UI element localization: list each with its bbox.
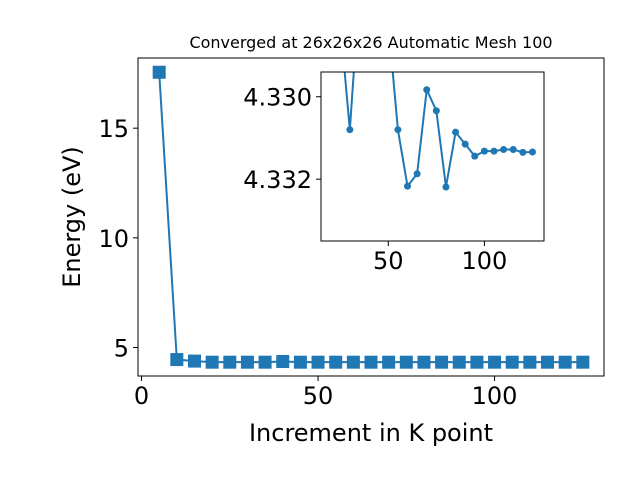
main-x-tick-label: 0 — [134, 382, 149, 410]
main-data-point — [470, 355, 484, 369]
inset-background — [321, 72, 544, 241]
main-data-point — [382, 355, 396, 369]
main-data-point — [276, 355, 290, 369]
main-data-point — [329, 355, 343, 369]
main-data-point — [152, 65, 166, 79]
main-chart: Converged at 26x26x26 Automatic Mesh 100… — [58, 33, 605, 447]
inset-data-point — [461, 140, 469, 148]
main-y-tick-label: 10 — [98, 225, 129, 253]
main-x-ticks: 0 50 100 — [134, 376, 518, 410]
main-data-point — [435, 355, 449, 369]
main-data-point — [399, 355, 413, 369]
main-data-point — [364, 355, 378, 369]
inset-plot-frame — [320, 71, 545, 242]
main-plot-area — [152, 65, 590, 369]
inset-data-point — [528, 148, 536, 156]
main-data-point — [240, 355, 254, 369]
inset-series — [343, 72, 536, 191]
y-axis-label: Energy (eV) — [58, 146, 86, 288]
main-data-point — [576, 355, 590, 369]
main-data-point — [488, 355, 502, 369]
inset-y-ticks: 4.330 4.332 — [243, 84, 321, 194]
main-data-point — [293, 355, 307, 369]
main-series — [152, 65, 590, 369]
inset-data-point — [413, 170, 421, 178]
inset-data-point — [500, 145, 508, 153]
main-data-point — [258, 355, 272, 369]
main-data-point — [523, 355, 537, 369]
inset-data-point — [452, 128, 460, 136]
inset-data-point — [480, 147, 488, 155]
inset-data-point — [346, 126, 354, 134]
inset-data-point — [432, 107, 440, 115]
inset-data-point — [394, 126, 402, 134]
inset-data-point — [442, 183, 450, 191]
inset-data-point — [471, 152, 479, 160]
main-x-tick-label: 50 — [303, 382, 334, 410]
main-y-ticks: 5 10 15 — [98, 115, 138, 362]
inset-x-ticks: 50 100 — [373, 241, 507, 275]
inset-plot-area — [343, 72, 536, 191]
main-x-tick-label: 100 — [472, 382, 518, 410]
main-data-point — [505, 355, 519, 369]
chart-title: Converged at 26x26x26 Automatic Mesh 100 — [189, 33, 552, 52]
inset-data-point — [404, 182, 412, 190]
inset-data-point — [423, 86, 431, 94]
main-data-point — [205, 355, 219, 369]
inset-data-point — [509, 145, 517, 153]
main-data-point — [311, 355, 325, 369]
inset-x-tick-label: 50 — [373, 247, 404, 275]
inset-chart: 50 100 4.330 4.332 — [243, 71, 545, 275]
main-data-point — [417, 355, 431, 369]
inset-data-point — [490, 147, 498, 155]
inset-x-tick-label: 100 — [461, 247, 507, 275]
main-data-point — [223, 355, 237, 369]
main-data-point — [170, 353, 184, 367]
x-axis-label: Increment in K point — [249, 419, 493, 447]
main-data-point — [558, 355, 572, 369]
inset-y-tick-label: 4.332 — [243, 166, 312, 194]
main-y-tick-label: 5 — [114, 334, 129, 362]
main-data-point — [541, 355, 555, 369]
main-plot-frame — [137, 57, 605, 377]
main-data-point — [346, 355, 360, 369]
inset-data-point — [519, 148, 527, 156]
main-data-point — [452, 355, 466, 369]
main-y-tick-label: 15 — [98, 115, 129, 143]
main-data-point — [187, 354, 201, 368]
inset-y-tick-label: 4.330 — [243, 84, 312, 112]
